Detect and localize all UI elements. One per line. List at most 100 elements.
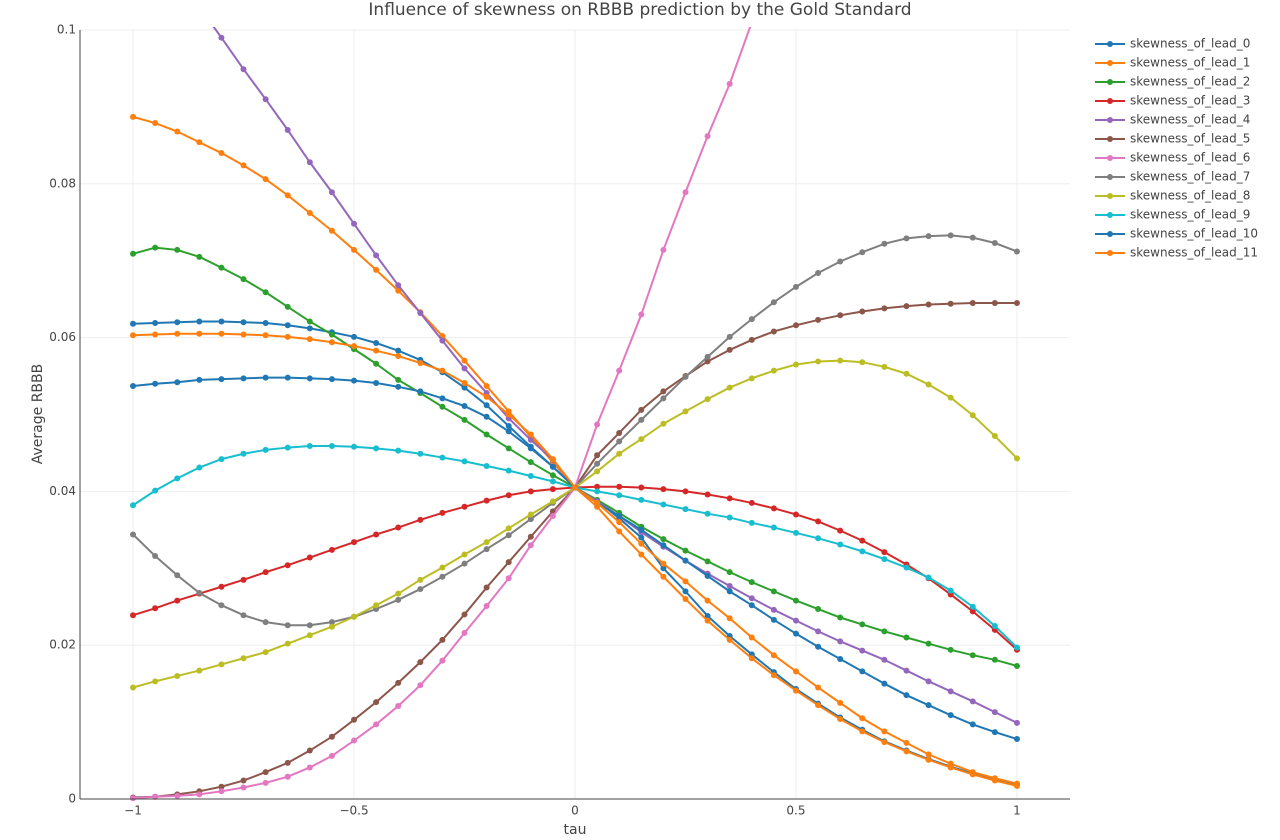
data-point <box>284 640 291 647</box>
data-point <box>461 611 468 618</box>
data-point <box>373 531 380 538</box>
data-point <box>770 299 777 306</box>
data-point <box>638 534 645 541</box>
data-point <box>704 617 711 624</box>
data-point <box>726 495 733 502</box>
data-point <box>262 446 269 453</box>
data-point <box>638 436 645 443</box>
data-point <box>439 367 446 374</box>
legend-marker <box>1107 193 1113 199</box>
y-axis-label: Average RBBB <box>30 364 46 464</box>
data-point <box>174 330 181 337</box>
data-point <box>748 655 755 662</box>
data-point <box>991 299 998 306</box>
data-point <box>505 532 512 539</box>
data-point <box>881 305 888 312</box>
data-point <box>704 612 711 619</box>
data-point <box>240 162 247 169</box>
data-point <box>903 634 910 641</box>
data-point <box>549 463 556 470</box>
data-point <box>969 698 976 705</box>
data-point <box>130 113 137 120</box>
data-point <box>461 551 468 558</box>
data-point <box>373 339 380 346</box>
data-point <box>152 120 159 127</box>
data-point <box>174 597 181 604</box>
data-point <box>373 347 380 354</box>
data-point <box>991 729 998 736</box>
data-point <box>395 702 402 709</box>
data-point <box>1013 780 1020 787</box>
data-point <box>527 436 534 443</box>
data-point <box>925 301 932 308</box>
legend-label: skewness_of_lead_8 <box>1130 189 1250 203</box>
data-point <box>660 388 667 395</box>
data-point <box>483 413 490 420</box>
data-point <box>218 661 225 668</box>
data-point <box>218 150 225 157</box>
data-point <box>770 367 777 374</box>
data-point <box>527 533 534 540</box>
data-point <box>1013 455 1020 462</box>
data-point <box>284 773 291 780</box>
data-point <box>395 383 402 390</box>
data-point <box>351 539 358 546</box>
data-point <box>328 339 335 346</box>
data-point <box>262 649 269 656</box>
data-point <box>262 289 269 296</box>
data-point <box>660 565 667 572</box>
data-point <box>616 492 623 499</box>
data-point <box>837 527 844 534</box>
data-point <box>152 678 159 685</box>
data-point <box>439 657 446 664</box>
data-point <box>770 652 777 659</box>
grid <box>80 29 1070 800</box>
data-point <box>218 788 225 795</box>
data-point <box>903 303 910 310</box>
data-point <box>859 715 866 722</box>
data-point <box>328 443 335 450</box>
data-point <box>660 536 667 543</box>
data-point <box>792 597 799 604</box>
data-point <box>196 791 203 798</box>
data-point <box>328 623 335 630</box>
data-point <box>351 737 358 744</box>
data-point <box>903 667 910 674</box>
data-point <box>240 655 247 662</box>
data-point <box>306 747 313 754</box>
data-point <box>594 499 601 506</box>
data-point <box>152 487 159 494</box>
data-point <box>594 460 601 467</box>
data-point <box>881 240 888 247</box>
data-point <box>660 501 667 508</box>
data-point <box>262 176 269 183</box>
data-point <box>395 596 402 603</box>
data-point <box>947 688 954 695</box>
data-point <box>704 133 711 140</box>
data-point <box>505 467 512 474</box>
data-point <box>351 333 358 340</box>
data-point <box>859 548 866 555</box>
data-point <box>837 541 844 548</box>
data-point <box>174 246 181 253</box>
data-point <box>262 96 269 103</box>
data-point <box>925 233 932 240</box>
data-point <box>439 636 446 643</box>
legend-label: skewness_of_lead_1 <box>1130 56 1250 70</box>
data-point <box>815 518 822 525</box>
data-point <box>903 370 910 377</box>
data-point <box>704 396 711 403</box>
data-point <box>527 431 534 438</box>
data-point <box>395 376 402 383</box>
x-tick-label: 0.5 <box>786 804 805 818</box>
data-point <box>483 402 490 409</box>
x-tick-label: 0 <box>571 804 579 818</box>
data-point <box>328 227 335 234</box>
data-point <box>417 576 424 583</box>
data-point <box>417 450 424 457</box>
data-point <box>351 613 358 620</box>
data-point <box>461 560 468 567</box>
data-point <box>947 646 954 653</box>
data-point <box>417 516 424 523</box>
data-point <box>549 456 556 463</box>
